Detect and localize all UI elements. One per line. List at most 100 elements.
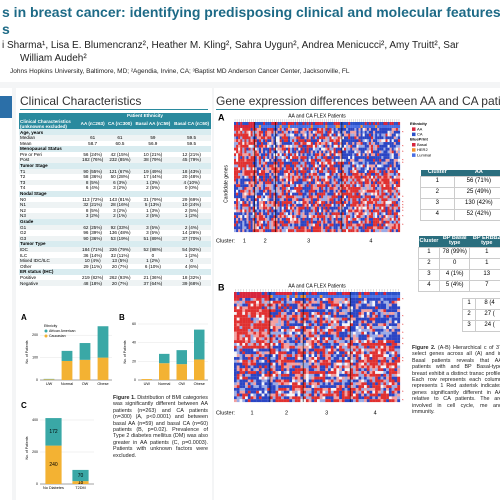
heatmap-cell: [246, 150, 249, 154]
heatmap-cell: [278, 357, 282, 360]
heatmap-cell: [335, 189, 338, 193]
heatmap-cell: [279, 201, 282, 204]
heatmap-cell: [286, 396, 290, 400]
heatmap-cell: [246, 164, 249, 168]
heatmap-cell: [310, 139, 313, 143]
heatmap-cell: [397, 144, 401, 148]
heatmap-cell: [383, 164, 386, 168]
table-cell: 18 (32%): [182, 274, 201, 280]
heatmap-cell: [337, 192, 340, 196]
heatmap-cell: [263, 139, 266, 143]
heatmap-cell: [300, 175, 303, 179]
heatmap-cell: [335, 223, 338, 227]
heatmap-cell: [317, 399, 320, 403]
heatmap-cell: [272, 365, 276, 369]
heatmap-cell: [298, 203, 301, 207]
heatmap-cell: [298, 172, 301, 176]
heatmap-cell: [236, 195, 239, 199]
heatmap-cell: [350, 164, 353, 168]
heatmap-cell: [272, 357, 276, 360]
heatmap-cell: [328, 390, 331, 394]
table-cell: 3: [461, 320, 477, 332]
heatmap-cell: [285, 178, 289, 182]
heatmap-cell: [250, 192, 253, 196]
heatmap-cell: [350, 198, 353, 202]
heatmap-cell: [269, 390, 273, 394]
panel-letter: A: [21, 313, 27, 322]
heatmap-cell: [294, 215, 297, 219]
heatmap-cell: [395, 184, 399, 188]
heatmap-cell: [296, 161, 299, 165]
heatmap-cell: [339, 164, 342, 168]
heatmap-cell: [333, 164, 336, 168]
table-cell: 143 (81%): [109, 196, 131, 202]
heatmap-cell: [260, 175, 264, 179]
heatmap-cell: [364, 201, 367, 204]
heatmap-cell: [256, 223, 259, 227]
heatmap-cell: [289, 385, 293, 389]
heatmap-cell: [325, 130, 328, 134]
heatmap-cell: [239, 314, 243, 318]
heatmap-cell: [387, 229, 390, 233]
heatmap-cell: [260, 198, 264, 202]
heatmap-cell: [319, 387, 323, 391]
heatmap-cell: [247, 371, 251, 374]
heatmap-cell: [239, 312, 243, 315]
heatmap-cell: [366, 220, 369, 224]
heatmap-cell: [242, 156, 245, 160]
heatmap-cell: [250, 298, 254, 301]
heatmap-cell: [279, 206, 282, 210]
table-cell: 3 (5%): [133, 224, 173, 231]
heatmap-cell: [319, 175, 322, 179]
heatmap-cell: [260, 164, 264, 168]
heatmap-cell: [308, 142, 311, 145]
heatmap-cell: [312, 170, 316, 174]
heatmap-cell: [267, 390, 271, 394]
heatmap-cell: [298, 150, 301, 154]
heatmap-cell: [337, 201, 340, 204]
heatmap-cell: [321, 212, 324, 216]
heatmap-cell: [242, 133, 245, 137]
heatmap-cell: [236, 306, 240, 310]
heatmap-cell: [239, 357, 243, 360]
heatmap-cell: [261, 396, 265, 400]
heatmap-cell: [304, 142, 307, 145]
heatmap-cell: [242, 317, 246, 321]
table-row: Nodal Stage: [19, 190, 211, 197]
heatmap-cell: [305, 376, 309, 380]
heatmap-cell: [354, 192, 357, 196]
heatmap-cell: [352, 164, 355, 168]
heatmap-cell: [379, 156, 382, 160]
heatmap-cell: [275, 161, 278, 165]
heatmap-cell: [314, 351, 318, 355]
y-tick-label: 100: [32, 356, 38, 360]
heatmap-cell: [333, 298, 337, 301]
heatmap-cell: [381, 156, 384, 160]
heatmap-cell: [263, 175, 266, 179]
heatmap-cell: [292, 351, 295, 355]
heatmap-cell: [377, 144, 380, 148]
heatmap-cell: [294, 379, 298, 383]
heatmap-cell: [393, 128, 396, 131]
heatmap-cell: [335, 206, 338, 210]
heatmap-cell: [248, 156, 251, 160]
heatmap-cell: [354, 181, 357, 185]
annotation-cell: [246, 125, 249, 128]
heatmap-cell: [260, 153, 264, 157]
heatmap-cell: [395, 156, 399, 160]
heatmap-cell: [325, 345, 329, 349]
heatmap-cell: [328, 309, 331, 313]
heatmap-cell: [265, 226, 268, 230]
heatmap-cell: [245, 326, 248, 330]
heatmap-cell: [267, 393, 271, 397]
annotation-cell: [278, 295, 282, 298]
heatmap-cell: [264, 337, 268, 341]
table-row: 3 24 (: [461, 320, 500, 332]
heatmap-cell: [395, 181, 399, 185]
heatmap-cell: [287, 201, 291, 204]
heatmap-cell: [377, 226, 380, 230]
heatmap-cell: [267, 382, 271, 386]
significance-asterisk: *: [402, 149, 404, 154]
heatmap-cell: [290, 142, 293, 145]
heatmap-cell: [240, 170, 243, 174]
